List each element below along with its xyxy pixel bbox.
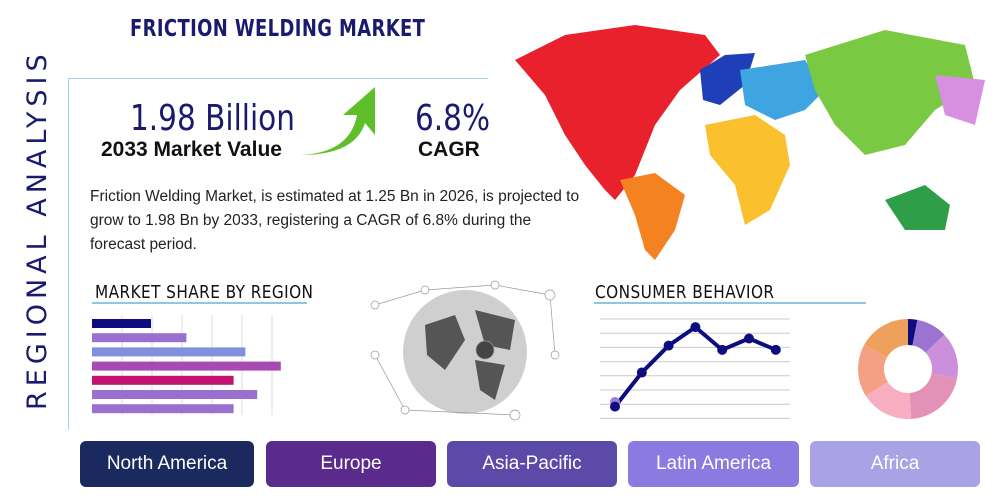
donut-slice xyxy=(909,373,958,419)
line-point xyxy=(610,401,620,412)
market-share-underline xyxy=(92,302,307,304)
line-point xyxy=(636,367,647,378)
region-button-asia-pacific[interactable]: Asia-Pacific xyxy=(447,441,617,487)
consumer-underline xyxy=(594,302,866,304)
donut-slice xyxy=(925,334,958,379)
bar xyxy=(92,347,246,357)
cagr-value: 6.8% xyxy=(415,98,491,139)
region-button-africa[interactable]: Africa xyxy=(810,441,980,487)
line-point xyxy=(663,340,674,351)
market-value-label: 2033 Market Value xyxy=(101,138,282,161)
consumer-line-chart xyxy=(600,318,790,419)
map-europe xyxy=(700,53,755,105)
bar xyxy=(92,375,234,385)
map-north-america xyxy=(515,25,720,200)
line-point xyxy=(690,322,701,333)
bar xyxy=(92,319,151,328)
region-button-north-america[interactable]: North America xyxy=(80,441,254,487)
map-middle-east xyxy=(740,60,825,120)
side-label: REGIONAL ANALYSIS xyxy=(22,49,53,410)
line-point xyxy=(770,344,781,355)
region-button-latin-america[interactable]: Latin America xyxy=(628,441,799,487)
market-share-chart xyxy=(92,315,281,415)
consumer-donut-chart xyxy=(858,319,958,419)
globe-network-image xyxy=(370,280,560,421)
cagr-label: CAGR xyxy=(418,138,480,161)
bar xyxy=(92,390,258,399)
donut-slice xyxy=(858,344,888,396)
page-title: FRICTION WELDING MARKET xyxy=(130,16,426,42)
line-point xyxy=(717,344,728,355)
frame-border xyxy=(68,78,488,430)
donut-slice xyxy=(864,319,908,358)
map-oceania xyxy=(885,185,950,230)
market-value: 1.98 Billion xyxy=(130,98,295,139)
map-asia xyxy=(805,30,975,155)
bar xyxy=(92,333,187,343)
consumer-heading: CONSUMER BEHAVIOR xyxy=(595,282,775,303)
region-button-europe[interactable]: Europe xyxy=(266,441,436,487)
map-africa xyxy=(705,115,790,225)
bar xyxy=(92,404,234,414)
bar xyxy=(92,361,281,371)
donut-slice xyxy=(908,319,918,346)
world-map xyxy=(515,25,985,260)
donut-slice xyxy=(865,381,912,419)
map-south-america xyxy=(620,173,685,260)
market-share-heading: MARKET SHARE BY REGION xyxy=(95,282,314,303)
donut-slice xyxy=(912,319,945,353)
line-point xyxy=(744,333,754,344)
map-asia-east xyxy=(935,75,985,125)
description: Friction Welding Market, is estimated at… xyxy=(90,188,580,253)
green-up-arrow-icon xyxy=(300,87,375,155)
